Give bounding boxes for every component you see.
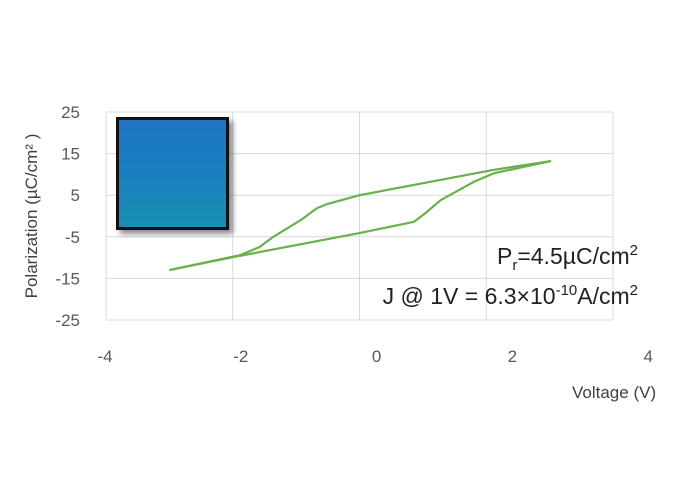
annotation-j: J @ 1V = 6.3×10-10A/cm2	[383, 282, 638, 309]
x-axis-label: Voltage (V)	[572, 383, 656, 402]
x-tick-label: 2	[508, 347, 517, 366]
y-tick-label: -5	[65, 228, 80, 247]
y-tick-label: -25	[55, 311, 80, 330]
x-tick-label: 4	[643, 347, 652, 366]
y-tick-label: -15	[55, 269, 80, 288]
x-tick-label: -2	[233, 347, 248, 366]
hysteresis-branch-upper	[169, 160, 552, 272]
y-axis-label: Polarization (µC/cm² )	[22, 134, 41, 299]
sample-photo-inset	[116, 117, 229, 230]
y-tick-label: 5	[71, 186, 80, 205]
y-tick-label: 25	[61, 103, 80, 122]
annotation-pr: Pr=4.5µC/cm2	[497, 242, 638, 274]
x-tick-label: 0	[372, 347, 381, 366]
y-tick-label: 15	[61, 145, 80, 164]
x-tick-label: -4	[97, 347, 112, 366]
hysteresis-branch-lower	[169, 160, 552, 272]
